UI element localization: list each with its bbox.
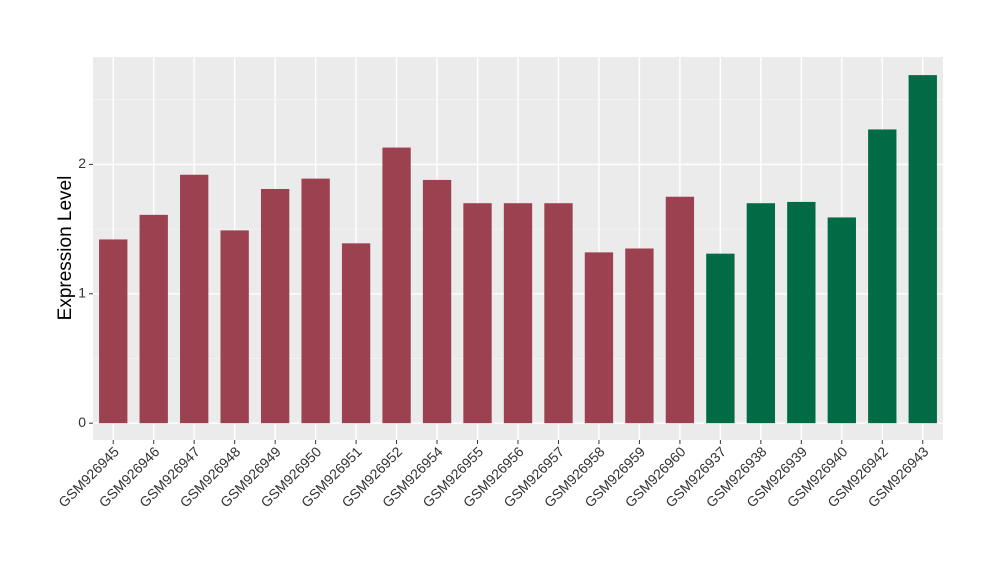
y-tick-label: 1 [78, 284, 86, 300]
bar [139, 214, 168, 424]
bar [503, 203, 533, 424]
bar [99, 239, 128, 424]
y-axis-title: Expression Level [55, 176, 76, 321]
bar [382, 147, 411, 424]
bar [544, 203, 573, 424]
bar [827, 217, 856, 424]
bar [746, 203, 776, 424]
bar [584, 252, 614, 424]
bar [706, 253, 735, 424]
bar [665, 196, 695, 424]
y-tick-label: 2 [78, 155, 86, 171]
bar [625, 248, 654, 424]
bar [220, 230, 249, 424]
bar [787, 201, 816, 424]
bar [868, 129, 897, 424]
bar [463, 203, 492, 424]
bar [422, 179, 452, 424]
bar [180, 174, 209, 424]
bar [908, 75, 937, 424]
bar [341, 243, 371, 424]
y-tick-label: 0 [78, 414, 86, 430]
bar [301, 178, 330, 424]
bar [260, 188, 290, 424]
